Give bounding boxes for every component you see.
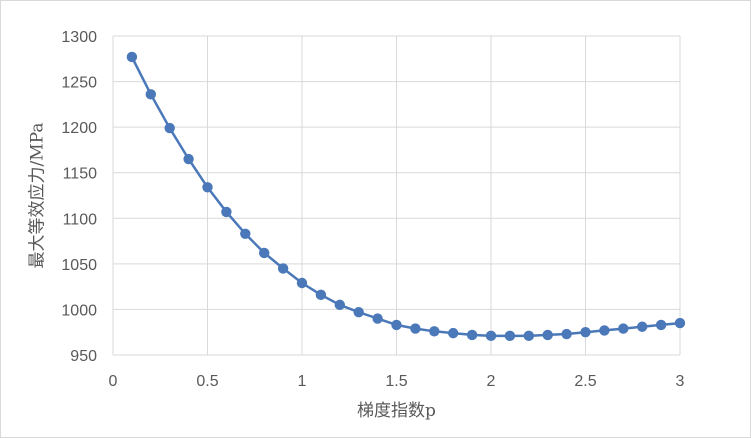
data-point (145, 89, 156, 100)
data-point (126, 51, 138, 63)
data-point (504, 330, 516, 342)
y-tick-label: 1050 (61, 257, 97, 274)
data-point (202, 182, 213, 193)
data-point (561, 328, 572, 340)
data-point (523, 330, 534, 342)
x-tick-label: 3 (676, 373, 685, 390)
data-point (655, 319, 667, 331)
data-point (164, 122, 175, 134)
y-tick-label: 1200 (61, 120, 97, 137)
data-point (542, 329, 553, 341)
y-tick-label: 1150 (63, 166, 98, 183)
y-tick-label: 950 (70, 348, 97, 365)
data-point (466, 329, 478, 341)
data-point (259, 247, 270, 259)
x-axis-title: 梯度指数p (357, 401, 436, 421)
y-axis-title: 最大等效应力/MPa (28, 123, 48, 269)
data-point (410, 323, 421, 334)
y-tick-label: 1300 (61, 29, 97, 46)
data-point (618, 323, 629, 334)
x-tick-label: 1 (298, 373, 307, 390)
data-points (126, 51, 686, 342)
data-point (296, 277, 308, 289)
data-point (599, 325, 610, 336)
data-point (448, 327, 459, 339)
data-point (277, 263, 289, 274)
data-point (485, 330, 497, 342)
x-tick-label: 2.5 (574, 373, 596, 390)
y-tick-labels: 950 1000 1050 1100 1150 1200 1250 1300 (61, 29, 97, 365)
x-tick-label: 2 (487, 373, 496, 390)
series-line (130, 56, 681, 338)
data-point (391, 319, 402, 331)
data-point (315, 289, 327, 301)
data-point (240, 228, 251, 239)
x-tick-label: 0 (109, 373, 118, 390)
data-point (637, 321, 648, 332)
y-tick-label: 1000 (61, 302, 97, 319)
data-point (429, 326, 440, 337)
y-tick-label: 1100 (63, 211, 98, 228)
data-point (674, 317, 686, 329)
x-tick-label: 0.5 (196, 373, 218, 390)
data-point (334, 299, 345, 311)
data-point (580, 327, 591, 338)
x-tick-labels: 0 0.5 1 1.5 2 2.5 3 (109, 373, 685, 390)
y-tick-label: 1250 (61, 75, 97, 92)
data-point (221, 206, 232, 218)
data-point (372, 313, 383, 324)
data-point (353, 306, 364, 318)
data-point (183, 153, 194, 165)
gridlines (112, 35, 681, 356)
x-tick-label: 1.5 (385, 373, 407, 390)
